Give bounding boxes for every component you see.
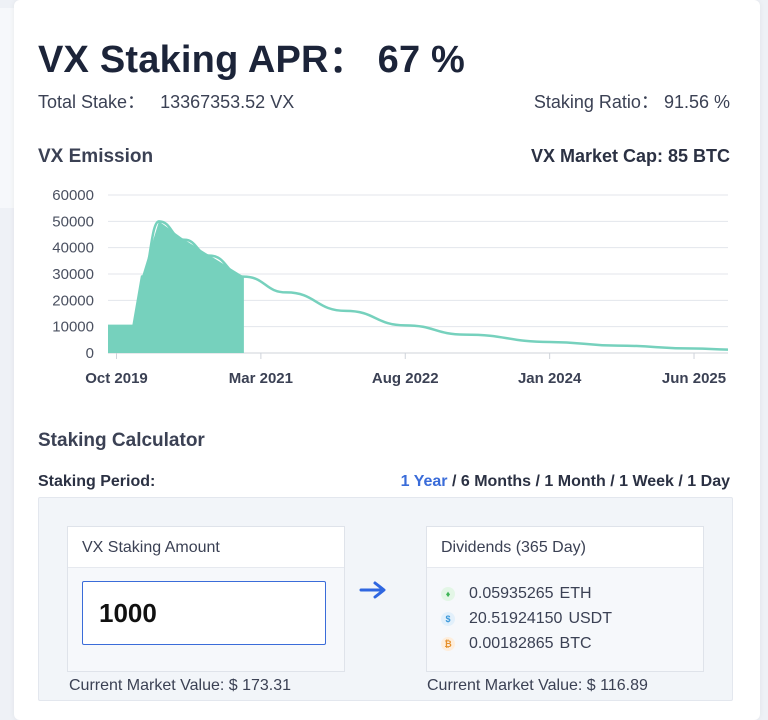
left-market-value: Current Market Value: $ 173.31 bbox=[69, 677, 292, 694]
calculator-title: Staking Calculator bbox=[38, 430, 205, 451]
x-tick-label: Aug 2022 bbox=[372, 370, 439, 387]
y-tick-label: 10000 bbox=[52, 319, 94, 336]
staking-ratio-label: Staking Ratio： bbox=[533, 92, 659, 112]
emission-title: VX Emission bbox=[38, 146, 154, 167]
y-tick-label: 20000 bbox=[52, 292, 94, 309]
staking-card: VX Staking APR： 67 % Total Stake： 133673… bbox=[14, 0, 760, 720]
page-title: VX Staking APR： 67 % bbox=[38, 39, 466, 81]
staking-ratio: Staking Ratio： 91.56 % bbox=[534, 88, 730, 114]
y-tick-label: 50000 bbox=[52, 213, 94, 230]
x-tick-label: Oct 2019 bbox=[85, 370, 148, 387]
period-separator: / bbox=[531, 473, 545, 490]
right-market-value: Current Market Value: $ 116.89 bbox=[427, 677, 648, 694]
period-separator: / bbox=[447, 473, 461, 490]
calculator-panel: VX Staking Amount Dividends (365 Day) ♦ … bbox=[38, 497, 733, 701]
staking-ratio-value: 91.56 % bbox=[663, 92, 730, 112]
period-option-1-week[interactable]: 1 Week bbox=[619, 473, 674, 490]
total-stake: Total Stake： 13367353.52 VX bbox=[38, 88, 294, 114]
y-tick-label: 0 bbox=[86, 345, 94, 362]
emission-chart: 0 10000 20000 30000 40000 50000 60000 Oct 2019 M… bbox=[52, 187, 729, 387]
amount-box: VX Staking Amount bbox=[67, 526, 345, 672]
emission-area bbox=[108, 221, 244, 353]
period-option-1-day[interactable]: 1 Day bbox=[687, 473, 730, 490]
calculator-header: Staking Calculator bbox=[38, 430, 730, 452]
y-tick-label: 30000 bbox=[52, 266, 94, 283]
dividend-btc: ₿ 0.00182865 BTC bbox=[441, 632, 592, 656]
stake-summary: Total Stake： 13367353.52 VX Staking Rati… bbox=[38, 88, 730, 114]
dividend-usdt-coin: USDT bbox=[568, 610, 612, 627]
y-tick-label: 60000 bbox=[52, 187, 94, 204]
btc-icon: ₿ bbox=[441, 637, 455, 651]
period-option-6-months[interactable]: 6 Months bbox=[460, 473, 532, 490]
period-option-1-month[interactable]: 1 Month bbox=[544, 473, 606, 490]
dividend-btc-value: 0.00182865 bbox=[469, 635, 554, 652]
dividend-usdt-value: 20.51924150 bbox=[469, 610, 563, 627]
emission-line bbox=[108, 220, 729, 351]
emission-header: VX Emission VX Market Cap: 85 BTC bbox=[38, 146, 730, 168]
total-stake-label: Total Stake： bbox=[38, 92, 146, 112]
dividend-eth-value: 0.05935265 bbox=[469, 585, 554, 602]
usdt-icon: $ bbox=[441, 612, 455, 626]
total-stake-value: 13367353.52 VX bbox=[160, 92, 295, 112]
period-separator: / bbox=[673, 473, 688, 490]
market-cap: VX Market Cap: 85 BTC bbox=[530, 146, 730, 166]
dividends-box-body: ♦ 0.05935265 ETH $ 20.51924150 USDT ₿ 0.… bbox=[427, 568, 703, 671]
dividend-usdt: $ 20.51924150 USDT bbox=[441, 607, 612, 631]
x-tick-label: Jan 2024 bbox=[518, 370, 582, 387]
eth-icon: ♦ bbox=[441, 587, 455, 601]
x-tick-label: Mar 2021 bbox=[229, 370, 293, 387]
period-separator: / bbox=[605, 473, 620, 490]
amount-box-title: VX Staking Amount bbox=[68, 527, 344, 568]
staking-amount-input[interactable] bbox=[82, 581, 326, 645]
staking-period-label: Staking Period: bbox=[38, 473, 156, 490]
period-options: 1 Year / 6 Months / 1 Month / 1 Week / 1… bbox=[401, 473, 730, 491]
staking-period-row: Staking Period: 1 Year / 6 Months / 1 Mo… bbox=[38, 473, 730, 491]
dividend-eth: ♦ 0.05935265 ETH bbox=[441, 582, 592, 606]
dividend-eth-coin: ETH bbox=[559, 585, 592, 602]
x-tick-label: Jun 2025 bbox=[662, 370, 726, 387]
dividend-btc-coin: BTC bbox=[559, 635, 592, 652]
dividends-box: Dividends (365 Day) ♦ 0.05935265 ETH $ 2… bbox=[426, 526, 704, 672]
arrow-right-icon bbox=[359, 581, 386, 599]
amount-box-body bbox=[68, 568, 344, 671]
period-option-1-year[interactable]: 1 Year bbox=[400, 473, 448, 490]
dividends-box-title: Dividends (365 Day) bbox=[427, 527, 703, 568]
y-tick-label: 40000 bbox=[52, 240, 94, 257]
